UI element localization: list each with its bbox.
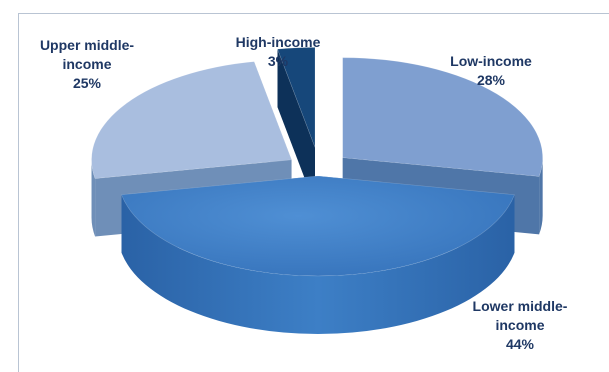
slice-label-line: High-income bbox=[213, 33, 343, 52]
slice-label-line: Upper middle- bbox=[22, 36, 152, 55]
slice-label-low-income: Low-income 28% bbox=[441, 52, 541, 90]
slice-label-line: Lower middle- bbox=[455, 297, 585, 316]
slice-percent: 28% bbox=[441, 71, 541, 90]
slice-percent: 3% bbox=[213, 52, 343, 71]
slice-percent: 44% bbox=[455, 335, 585, 354]
slice-label-line: income bbox=[22, 55, 152, 74]
slice-label-high-income: High-income 3% bbox=[213, 33, 343, 71]
slice-label-line: income bbox=[455, 316, 585, 335]
slice-label-line: Low-income bbox=[441, 52, 541, 71]
slice-percent: 25% bbox=[22, 74, 152, 93]
slice-label-upper-middle-income: Upper middle- income 25% bbox=[22, 36, 152, 93]
slice-label-lower-middle-income: Lower middle- income 44% bbox=[455, 297, 585, 354]
